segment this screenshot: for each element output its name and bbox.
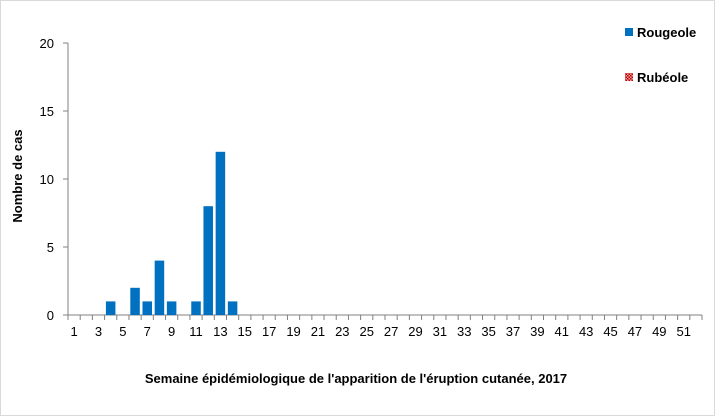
x-tick-label: 15 — [238, 324, 252, 339]
x-tick-label: 7 — [144, 324, 151, 339]
bar-series-1 — [105, 301, 116, 315]
x-tick-label: 49 — [652, 324, 666, 339]
legend-label: Rougeole — [637, 25, 696, 40]
legend-swatch — [625, 28, 633, 36]
x-tick-label: 23 — [335, 324, 349, 339]
x-tick-label: 29 — [408, 324, 422, 339]
legend-label: Rubéole — [637, 70, 688, 85]
y-tick-label: 10 — [40, 172, 54, 187]
x-tick-label: 43 — [579, 324, 593, 339]
x-tick-label: 17 — [262, 324, 276, 339]
y-tick-label: 15 — [40, 104, 54, 119]
x-tick-label: 11 — [189, 324, 203, 339]
x-tick-label: 25 — [359, 324, 373, 339]
bar-series-1 — [215, 151, 226, 315]
x-tick-label: 47 — [628, 324, 642, 339]
x-tick-label: 5 — [119, 324, 126, 339]
x-tick-label: 9 — [168, 324, 175, 339]
x-tick-label: 31 — [433, 324, 447, 339]
y-tick-label: 5 — [47, 240, 54, 255]
x-tick-label: 13 — [213, 324, 227, 339]
y-axis-title: Nombre de cas — [10, 129, 25, 222]
x-tick-label: 41 — [555, 324, 569, 339]
x-tick-label: 37 — [506, 324, 520, 339]
bar-series-1 — [166, 301, 177, 315]
x-tick-label: 27 — [384, 324, 398, 339]
legend-swatch — [625, 73, 633, 81]
bars — [105, 151, 238, 315]
x-tick-label: 1 — [70, 324, 77, 339]
x-tick-label: 45 — [603, 324, 617, 339]
x-tick-label: 35 — [481, 324, 495, 339]
y-tick-label: 20 — [40, 36, 54, 51]
x-axis-title: Semaine épidémiologique de l'apparition … — [145, 371, 567, 386]
x-tick-label: 3 — [95, 324, 102, 339]
x-tick-label: 39 — [530, 324, 544, 339]
bar-series-1 — [227, 301, 238, 315]
x-tick-label: 21 — [311, 324, 325, 339]
x-tick-label: 51 — [676, 324, 690, 339]
x-tick-label: 19 — [286, 324, 300, 339]
legend: Rougeole Rubéole — [625, 25, 696, 85]
bar-series-1 — [191, 301, 201, 315]
x-tick-label: 33 — [457, 324, 471, 339]
y-tick-label: 0 — [47, 308, 54, 323]
bar-series-1 — [130, 287, 140, 315]
bar-series-1 — [154, 260, 165, 315]
bar-series-1 — [203, 206, 213, 315]
bar-series-1 — [142, 301, 153, 315]
